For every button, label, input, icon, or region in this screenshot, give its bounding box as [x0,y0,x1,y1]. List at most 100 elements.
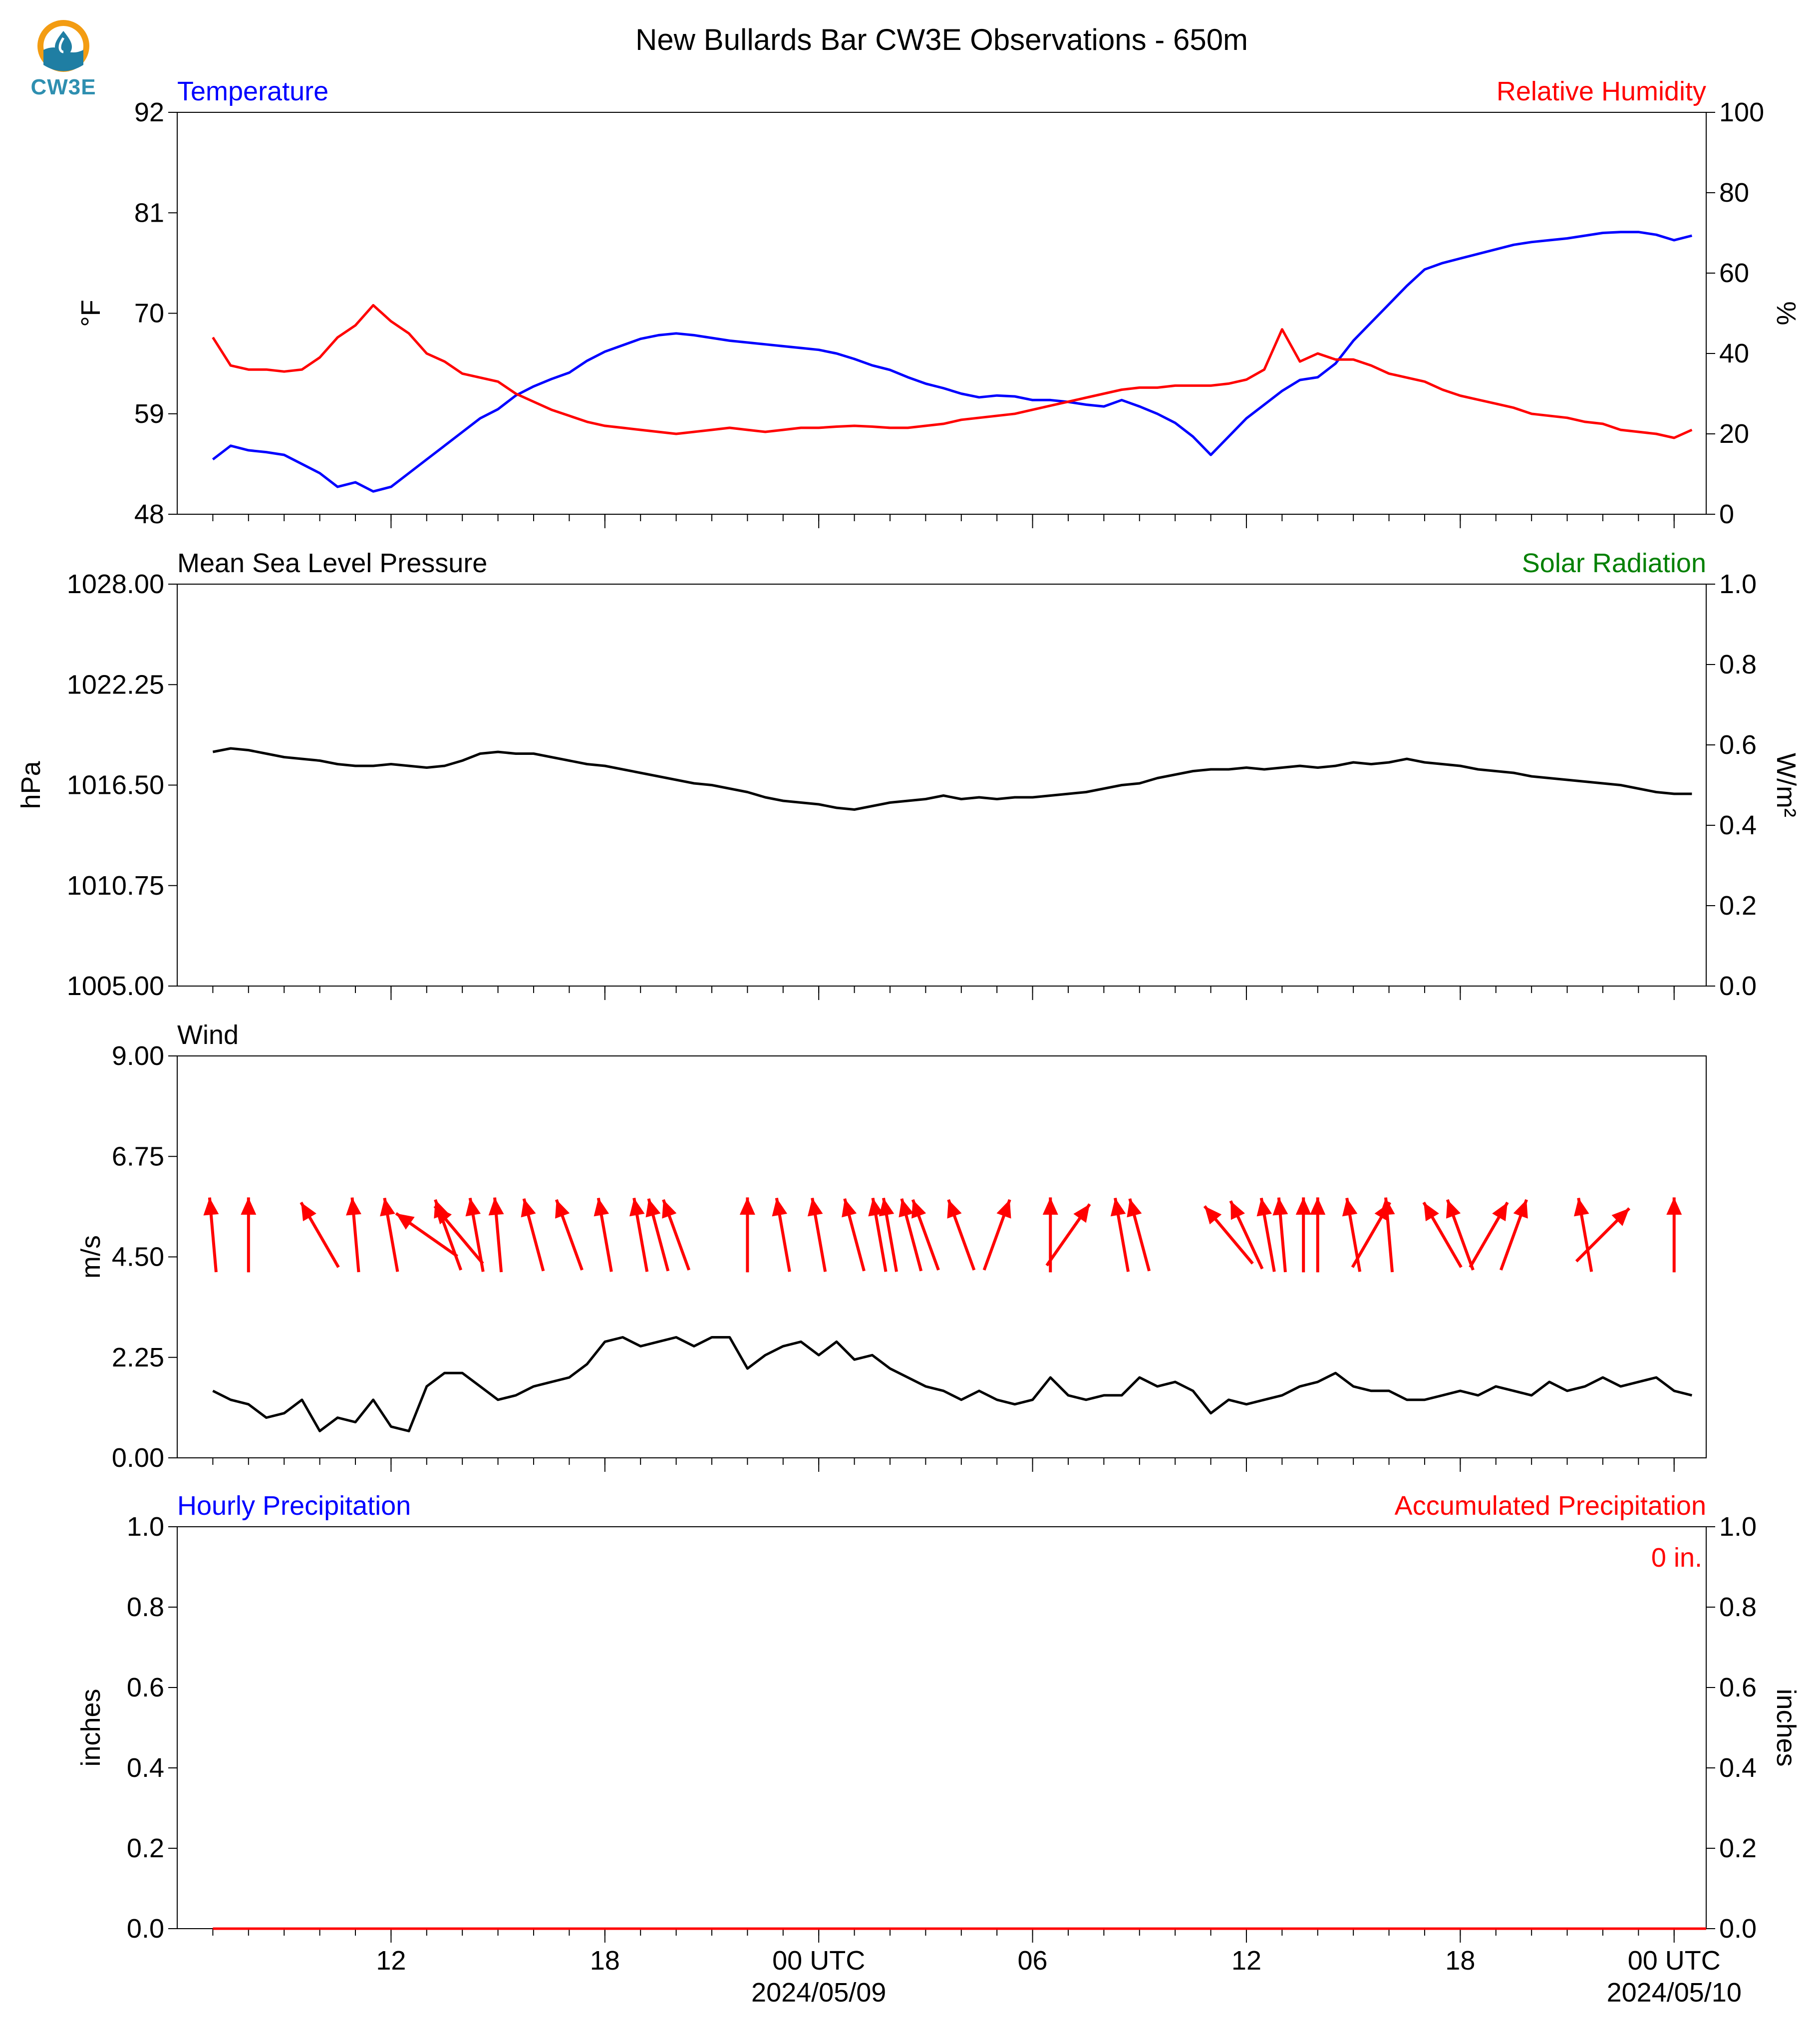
wind-arrow [1446,1199,1475,1271]
precip-ytick-label: 0.0 [127,1914,164,1944]
wind-arrow-head [629,1198,645,1217]
wind-arrow-head [1295,1197,1311,1215]
wind-arrow-head [203,1197,219,1216]
wind-arrow [772,1197,791,1272]
logo-text: CW3E [30,75,96,99]
pressure_solar-ytick-right-label: 0.4 [1719,810,1757,840]
wind-arrow [465,1197,485,1272]
wind-arrow-head [879,1198,895,1217]
wind-arrow-head [1424,1202,1439,1222]
temp_rh-series-line [212,304,1693,439]
pressure_solar-ytick-right-label: 0.6 [1719,730,1757,760]
wind-arrow [947,1199,976,1271]
precip-annotation: 0 in. [1651,1543,1702,1573]
wind-arrow [911,1199,940,1271]
wind-arrow-head [1110,1198,1126,1217]
pressure_solar-left-title: Mean Sea Level Pressure [177,548,487,578]
wind-arrow-head [1272,1197,1288,1216]
precip-frame [177,1526,1707,1929]
figure-title: New Bullards Bar CW3E Observations - 650… [635,23,1248,56]
wind-arrow [1045,1203,1091,1267]
wind-arrow-head [1611,1208,1629,1226]
xtick-label: 00 UTC [1628,1946,1721,1976]
wind-arrow-head [555,1199,570,1219]
wind-arrow-head [1446,1199,1461,1219]
wind-arrow [380,1197,399,1272]
temp_rh-ytick-right-label: 60 [1719,258,1749,288]
wind-arrow-head [868,1198,884,1217]
wind-arrow-head [772,1198,788,1217]
temp_rh-ytick-label: 70 [134,299,164,329]
wind-arrow [1203,1205,1254,1265]
pressure_solar-ylabel: hPa [16,760,46,809]
wind-series-line [212,1336,1693,1432]
precip-ytick-right-label: 0.6 [1719,1673,1757,1702]
wind-arrow-head [1073,1204,1090,1223]
wind-arrow [1127,1198,1151,1272]
pressure_solar-ytick-right-label: 0.2 [1719,891,1757,921]
wind-arrow-head [842,1198,857,1218]
wind-arrow [1229,1200,1264,1270]
wind-arrow [1295,1197,1311,1273]
precip-ytick-label: 0.6 [127,1673,164,1702]
temp_rh-ytick-label: 59 [134,399,164,429]
wind-arrow [1310,1197,1326,1273]
precip-ytick-label: 0.2 [127,1833,164,1863]
wind-arrow [1499,1199,1528,1271]
temp_rh-left-title: Temperature [177,76,328,106]
wind-arrow [1469,1201,1509,1268]
wind-arrow-head [1573,1198,1589,1217]
wind-ytick-label: 9.00 [112,1041,164,1071]
pressure_solar-ytick-label: 1028.00 [67,569,164,599]
xtick-label: 12 [376,1946,406,1976]
temp_rh-series-line [212,231,1693,493]
wind-arrow-head [996,1199,1011,1219]
wind-arrow-head [301,1202,316,1222]
wind-arrow [488,1197,504,1273]
wind-arrow [629,1197,649,1272]
wind-arrow [346,1197,361,1273]
wind-arrow-head [739,1197,755,1215]
wind-arrow-head [1492,1202,1508,1222]
wind-arrow-head [1342,1198,1358,1217]
temp_rh-frame [177,112,1707,515]
wind-arrow-head [1127,1198,1142,1218]
precip-right-title: Accumulated Precipitation [1395,1491,1706,1521]
wind-ytick-label: 4.50 [112,1242,164,1272]
pressure_solar-ytick-right-label: 0.0 [1719,971,1757,1001]
wind-arrow-head [434,1206,452,1225]
precip-ytick-label: 1.0 [127,1512,164,1542]
temp_rh-ylabel-right: % [1771,301,1801,325]
pressure_solar-ylabel-right: W/m² [1771,753,1801,817]
xtick-date-label: 2024/05/10 [1607,1978,1742,2008]
wind-arrow-head [241,1197,257,1215]
wind-arrow-head [1666,1197,1682,1215]
wind-arrow-head [807,1198,823,1217]
wind-arrow [645,1198,670,1272]
wind-arrow [594,1197,613,1272]
pressure_solar-ytick-label: 1005.00 [67,971,164,1001]
wind-arrow-head [947,1199,962,1219]
temp_rh-ytick-right-label: 40 [1719,338,1749,368]
wind-arrow [395,1212,458,1258]
precip-ytick-right-label: 0.4 [1719,1753,1757,1783]
wind-arrow [662,1199,691,1271]
wind-ylabel: m/s [76,1235,106,1279]
wind-arrow [807,1197,827,1272]
xtick-date-label: 2024/05/09 [751,1978,886,2008]
wind-arrow-head [911,1199,926,1219]
pressure_solar-right-title: Solar Radiation [1522,548,1706,578]
wind-arrow-head [1230,1201,1245,1220]
precip-left-title: Hourly Precipitation [177,1491,411,1521]
xtick-label: 00 UTC [772,1946,865,1976]
temp_rh-ytick-right-label: 100 [1719,97,1764,127]
wind-arrow-head [1205,1206,1222,1225]
wind-arrow [1256,1197,1276,1272]
wind-arrow [241,1197,257,1273]
wind-arrow-head [521,1198,536,1218]
wind-arrow [433,1205,484,1265]
xtick-label: 12 [1231,1946,1261,1976]
wind-arrow-head [594,1198,609,1217]
wind-ytick-label: 6.75 [112,1141,164,1171]
